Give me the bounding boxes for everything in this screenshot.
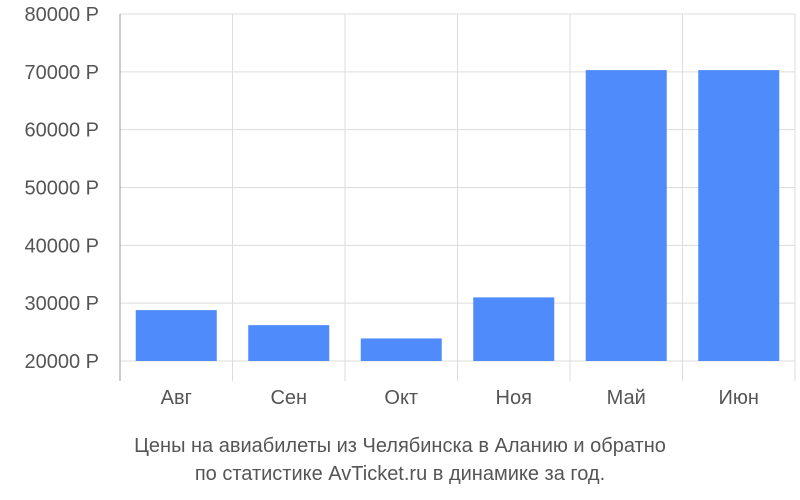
y-tick-label-0: 20000 Р: [24, 351, 99, 373]
bar-0: [135, 310, 217, 361]
grid-lines: [120, 13, 796, 381]
y-tick-label-2: 40000 Р: [24, 235, 99, 257]
y-tick-label-4: 60000 Р: [24, 120, 99, 142]
bars: [135, 70, 780, 362]
chart-caption-line-1: Цены на авиабилеты из Челябинска в Алани…: [134, 435, 666, 457]
y-tick-labels: 20000 Р 30000 Р 40000 Р 50000 Р 60000 Р 70000…: [24, 4, 99, 373]
x-tick-label-3: Ноя: [496, 387, 532, 409]
bar-3: [473, 297, 555, 361]
y-tick-label-1: 30000 Р: [24, 293, 99, 315]
y-tick-label-5: 70000 Р: [24, 62, 99, 84]
bar-5: [698, 70, 780, 362]
chart-caption-line-2: по статистике AvTicket.ru в динамике за …: [194, 463, 606, 485]
x-tick-label-0: Авг: [161, 387, 192, 409]
x-tick-label-4: Май: [607, 387, 646, 409]
x-tick-label-5: Июн: [719, 387, 759, 409]
bar-2: [360, 338, 442, 361]
x-tick-labels: Авг Сен Окт Ноя Май Июн: [161, 387, 759, 409]
x-tick-label-2: Окт: [384, 387, 418, 409]
x-tick-label-1: Сен: [270, 387, 307, 409]
price-bar-chart: 20000 Р 30000 Р 40000 Р 50000 Р 60000 Р 70000…: [24, 4, 796, 409]
bar-1: [248, 325, 330, 361]
y-tick-label-3: 50000 Р: [24, 178, 99, 200]
y-tick-label-6: 80000 Р: [24, 4, 99, 26]
bar-4: [585, 70, 667, 362]
